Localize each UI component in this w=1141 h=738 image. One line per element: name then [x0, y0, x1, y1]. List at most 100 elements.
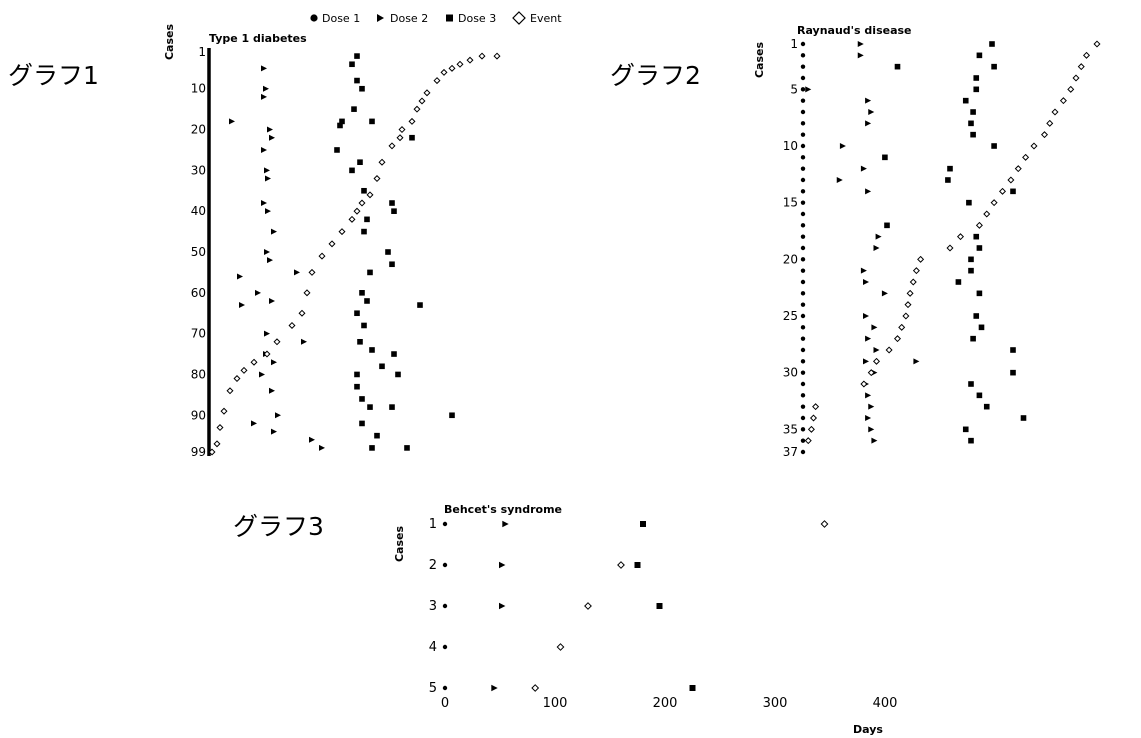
dose3-marker	[334, 147, 340, 153]
dose3-marker	[968, 267, 974, 274]
event-marker	[366, 191, 374, 199]
dose3-marker	[354, 371, 360, 378]
dose3-marker	[361, 228, 367, 235]
dose3-marker	[640, 521, 646, 527]
event-marker	[912, 267, 920, 275]
legend-label-event: Event	[530, 12, 562, 25]
dose1-marker	[800, 313, 806, 319]
event-marker	[906, 289, 914, 297]
event-marker	[820, 520, 829, 528]
dose1-marker	[800, 98, 806, 103]
dose1-marker	[800, 381, 806, 387]
dose2-marker	[261, 200, 267, 207]
dose3-marker	[389, 261, 395, 268]
y-tick-label: 5	[429, 681, 437, 696]
dose2-marker	[237, 273, 243, 280]
dose1-marker	[800, 427, 806, 432]
legend-marker-dose1	[310, 14, 318, 22]
event-marker	[318, 252, 326, 260]
dose2-marker	[265, 175, 271, 182]
dose1-marker	[800, 223, 806, 228]
event-marker	[250, 358, 258, 366]
event-marker	[233, 375, 241, 383]
chart-behcets-syndrome: グラフ3 Behcet's syndrome Cases 1 2 3 4 50 100 200 30…	[233, 503, 897, 736]
dose2-marker	[271, 228, 277, 235]
dose2-marker	[251, 420, 257, 427]
dose3-marker	[962, 97, 969, 104]
dose3-marker	[367, 404, 373, 410]
chart-title: Type 1 diabetes	[209, 32, 307, 45]
event-marker	[308, 268, 316, 276]
event-marker	[440, 68, 448, 76]
x-tick-label: 100	[543, 696, 568, 711]
event-marker	[240, 366, 248, 374]
dose3-marker	[389, 404, 395, 410]
event-marker	[408, 117, 416, 125]
dose2-marker	[269, 134, 275, 141]
panel-label: グラフ2	[610, 61, 701, 90]
y-tick-label: 4	[429, 640, 437, 655]
dose3-marker	[395, 371, 401, 378]
dose3-marker	[1010, 369, 1016, 376]
dose1-marker	[800, 302, 806, 307]
dose2-marker	[865, 335, 872, 342]
event-marker	[288, 321, 296, 329]
dose3-marker	[989, 41, 995, 47]
event-marker	[898, 323, 906, 331]
event-marker	[378, 158, 386, 166]
dose3-marker	[364, 298, 370, 304]
dose1-marker	[800, 53, 806, 58]
dose1-marker	[800, 336, 806, 341]
dose2-marker	[263, 85, 269, 92]
dose2-marker	[865, 392, 872, 399]
dose2-marker	[873, 245, 880, 251]
event-marker	[413, 105, 421, 113]
x-axis-label: Days	[853, 723, 883, 736]
dose3-marker	[689, 685, 696, 691]
y-axis-label: Cases	[393, 526, 406, 563]
dose2-marker	[271, 428, 277, 435]
dose2-marker	[502, 520, 509, 528]
dose2-marker	[860, 267, 867, 274]
dose3-marker	[656, 603, 663, 609]
dose2-marker	[264, 330, 270, 337]
dose2-marker	[261, 93, 267, 100]
legend-label-dose2: Dose 2	[390, 12, 428, 25]
dose1-marker	[800, 132, 806, 137]
dose3-marker	[968, 437, 974, 444]
dose3-marker	[966, 199, 972, 206]
event-marker	[885, 346, 893, 354]
dose2-marker	[261, 65, 267, 72]
legend-marker-event	[512, 11, 526, 25]
dose3-marker	[962, 426, 969, 433]
dose1-marker	[800, 75, 806, 81]
event-marker	[226, 387, 234, 395]
dose1-marker	[800, 291, 806, 296]
dose2-marker	[881, 290, 888, 297]
event-marker	[917, 255, 925, 263]
dose1-marker	[800, 41, 806, 47]
dose1-marker	[800, 143, 806, 149]
dose3-marker	[1020, 415, 1027, 421]
dose3-marker	[973, 86, 980, 93]
event-marker	[809, 414, 818, 422]
dose2-marker	[271, 359, 277, 366]
dose3-marker	[354, 310, 360, 317]
dose3-marker	[991, 63, 997, 70]
dose1-marker	[800, 189, 806, 194]
dose3-marker	[882, 154, 888, 161]
dose3-marker	[369, 118, 375, 125]
dose3-marker	[374, 432, 380, 439]
x-tick-label: 0	[441, 696, 449, 711]
dose3-marker	[349, 167, 355, 174]
dose1-marker	[442, 521, 448, 527]
event-marker	[338, 228, 346, 236]
dose1-marker	[800, 234, 806, 239]
dose2-marker	[267, 126, 273, 133]
event-marker	[1022, 153, 1030, 161]
dose1-marker	[442, 685, 448, 691]
event-marker	[867, 369, 875, 377]
dose1-marker	[800, 449, 806, 455]
dose3-marker	[361, 187, 367, 194]
dose3-marker	[983, 403, 990, 410]
